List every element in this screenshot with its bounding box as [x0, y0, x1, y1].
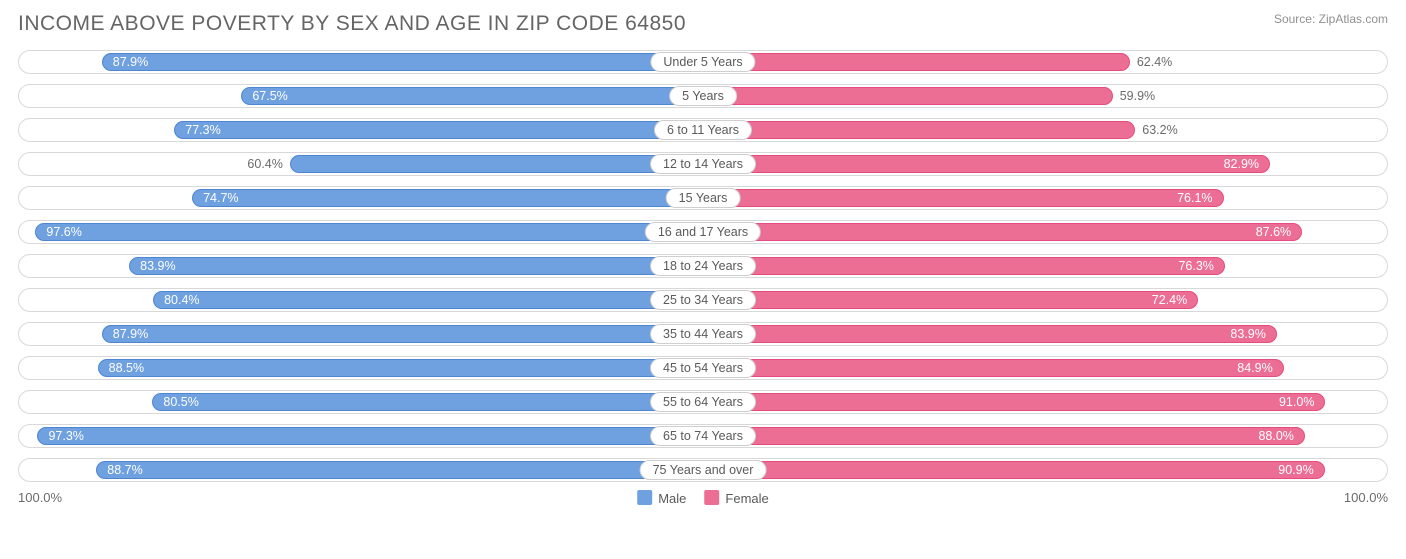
legend-swatch — [637, 490, 652, 505]
female-bar: 83.9% — [703, 325, 1277, 343]
female-value: 63.2% — [1134, 123, 1177, 137]
female-bar: 59.9% — [703, 87, 1113, 105]
male-bar: 97.3% — [37, 427, 703, 445]
female-bar: 88.0% — [703, 427, 1305, 445]
female-value: 88.0% — [1258, 429, 1293, 443]
male-bar: 97.6% — [35, 223, 703, 241]
male-bar: 60.4% — [290, 155, 703, 173]
chart-title: INCOME ABOVE POVERTY BY SEX AND AGE IN Z… — [18, 12, 1388, 36]
category-label: 18 to 24 Years — [650, 256, 756, 276]
axis: 100.0% 100.0% Male Female — [18, 490, 1388, 512]
male-value: 67.5% — [252, 89, 287, 103]
category-label: 16 and 17 Years — [645, 222, 761, 242]
male-bar: 77.3% — [174, 121, 703, 139]
male-value: 97.6% — [46, 225, 81, 239]
female-value: 72.4% — [1152, 293, 1187, 307]
legend: Male Female — [637, 490, 769, 506]
male-bar: 88.7% — [96, 461, 703, 479]
female-value: 90.9% — [1278, 463, 1313, 477]
category-label: 75 Years and over — [640, 460, 767, 480]
diverging-bar-chart: 87.9%62.4%Under 5 Years67.5%59.9%5 Years… — [18, 50, 1388, 512]
chart-row: 97.3% 88.0% 65 to 74 Years — [18, 424, 1388, 448]
legend-label: Male — [658, 491, 686, 506]
female-value: 84.9% — [1237, 361, 1272, 375]
female-bar: 84.9% — [703, 359, 1284, 377]
category-label: 35 to 44 Years — [650, 324, 756, 344]
male-value: 80.4% — [164, 293, 199, 307]
legend-item: Female — [704, 490, 768, 506]
male-value: 80.5% — [163, 395, 198, 409]
category-label: 55 to 64 Years — [650, 392, 756, 412]
chart-row: 80.4% 72.4% 25 to 34 Years — [18, 288, 1388, 312]
axis-tick-right: 100.0% — [1344, 490, 1388, 505]
male-value: 97.3% — [48, 429, 83, 443]
female-value: 87.6% — [1256, 225, 1291, 239]
male-bar: 87.9% — [102, 325, 703, 343]
chart-row: 87.9% 83.9% 35 to 44 Years — [18, 322, 1388, 346]
female-bar: 82.9% — [703, 155, 1270, 173]
male-bar: 83.9% — [129, 257, 703, 275]
chart-row: 80.5% 91.0% 55 to 64 Years — [18, 390, 1388, 414]
female-bar: 90.9% — [703, 461, 1325, 479]
male-value: 77.3% — [185, 123, 220, 137]
male-value: 88.5% — [109, 361, 144, 375]
chart-row: 74.7% 76.1% 15 Years — [18, 186, 1388, 210]
legend-swatch — [704, 490, 719, 505]
female-value: 62.4% — [1129, 55, 1172, 69]
female-value: 76.3% — [1178, 259, 1213, 273]
chart-row: 67.5%59.9%5 Years — [18, 84, 1388, 108]
female-bar: 87.6% — [703, 223, 1302, 241]
chart-row: 87.9%62.4%Under 5 Years — [18, 50, 1388, 74]
category-label: 45 to 54 Years — [650, 358, 756, 378]
female-value: 91.0% — [1279, 395, 1314, 409]
category-label: 12 to 14 Years — [650, 154, 756, 174]
chart-row: 97.6% 87.6% 16 and 17 Years — [18, 220, 1388, 244]
male-bar: 80.4% — [153, 291, 703, 309]
category-label: 15 Years — [666, 188, 741, 208]
male-bar: 74.7% — [192, 189, 703, 207]
male-value: 87.9% — [113, 327, 148, 341]
female-value: 59.9% — [1112, 89, 1155, 103]
category-label: 5 Years — [669, 86, 737, 106]
female-bar: 63.2% — [703, 121, 1135, 139]
chart-row: 83.9% 76.3% 18 to 24 Years — [18, 254, 1388, 278]
male-bar: 87.9% — [102, 53, 703, 71]
female-value: 83.9% — [1230, 327, 1265, 341]
category-label: 25 to 34 Years — [650, 290, 756, 310]
male-value: 83.9% — [140, 259, 175, 273]
female-bar: 62.4% — [703, 53, 1130, 71]
chart-row: 88.5% 84.9% 45 to 54 Years — [18, 356, 1388, 380]
female-value: 76.1% — [1177, 191, 1212, 205]
legend-item: Male — [637, 490, 686, 506]
category-label: 65 to 74 Years — [650, 426, 756, 446]
chart-row: 77.3%63.2%6 to 11 Years — [18, 118, 1388, 142]
chart-row: 60.4% 82.9% 12 to 14 Years — [18, 152, 1388, 176]
female-bar: 76.3% — [703, 257, 1225, 275]
male-bar: 88.5% — [98, 359, 703, 377]
male-bar: 67.5% — [241, 87, 703, 105]
category-label: 6 to 11 Years — [654, 120, 752, 140]
male-value: 60.4% — [247, 157, 290, 171]
legend-label: Female — [725, 491, 768, 506]
female-bar: 91.0% — [703, 393, 1325, 411]
category-label: Under 5 Years — [650, 52, 755, 72]
male-value: 87.9% — [113, 55, 148, 69]
female-bar: 76.1% — [703, 189, 1224, 207]
source-attribution: Source: ZipAtlas.com — [1274, 12, 1388, 26]
axis-tick-left: 100.0% — [18, 490, 62, 505]
male-bar: 80.5% — [152, 393, 703, 411]
male-value: 74.7% — [203, 191, 238, 205]
male-value: 88.7% — [107, 463, 142, 477]
female-bar: 72.4% — [703, 291, 1198, 309]
chart-row: 88.7% 90.9% 75 Years and over — [18, 458, 1388, 482]
female-value: 82.9% — [1224, 157, 1259, 171]
